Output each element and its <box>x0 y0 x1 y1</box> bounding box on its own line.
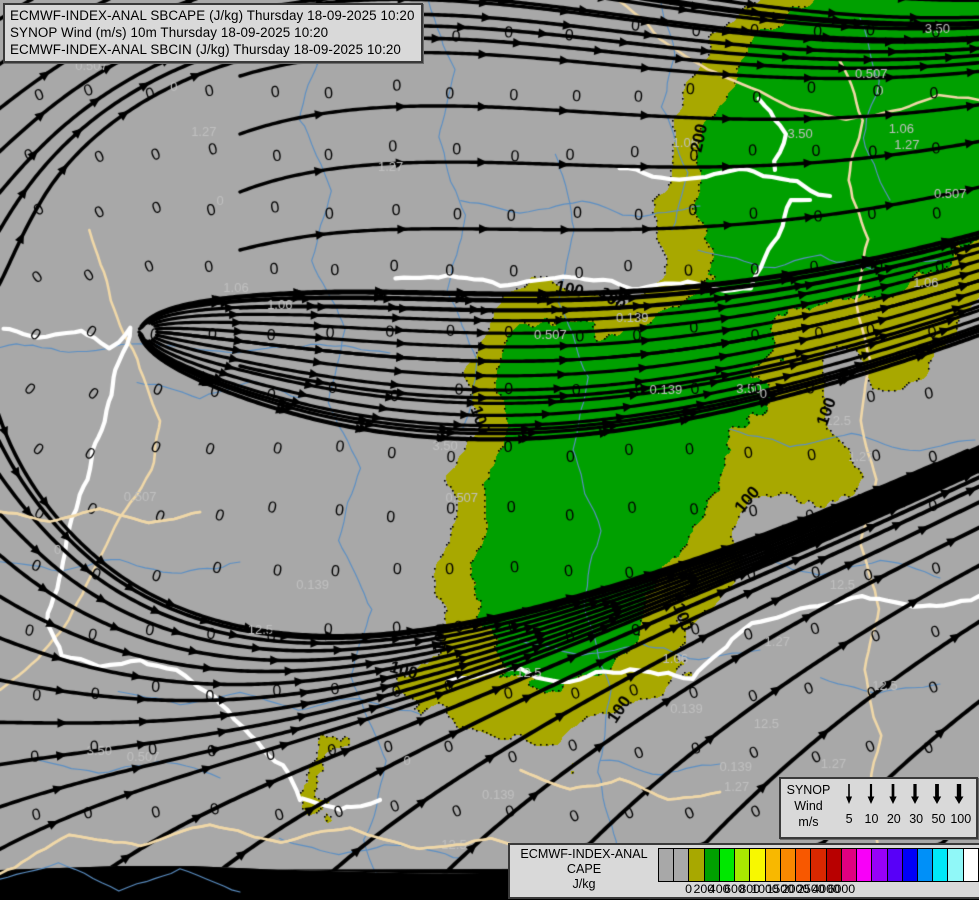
cape-colorbar-wrap: 0 200 400 600 800 1000 1500 2000 2500 4000 6000 <box>658 845 979 898</box>
cape-color-swatch <box>857 849 873 881</box>
cape-color-swatch <box>735 849 751 881</box>
cape-colorbar-ticks: 0 200 400 600 800 1000 1500 2000 2500 4000 6000 <box>658 882 979 898</box>
cape-color-swatch <box>796 849 812 881</box>
cape-legend-title: ECMWF-INDEX-ANAL CAPE J/kg <box>510 845 658 892</box>
product-line-synop-wind: SYNOP Wind (m/s) 10m Thursday 18-09-2025… <box>10 25 329 40</box>
cape-colorbar[interactable] <box>658 848 979 882</box>
wind-speed-label: 30 <box>909 812 924 826</box>
wind-speed-label: 5 <box>845 812 853 826</box>
cape-color-swatch <box>780 849 797 881</box>
cape-color-swatch <box>902 849 918 881</box>
cape-color-swatch <box>826 849 842 881</box>
synop-wind-legend: SYNOP Wind m/s 5 10 20 30 50 100 <box>779 777 978 839</box>
down-arrow-icon <box>838 783 860 810</box>
cape-tick-label: 200 <box>693 882 715 896</box>
cape-color-swatch <box>917 849 934 881</box>
down-arrow-icon <box>926 783 948 810</box>
cape-color-swatch <box>948 849 964 881</box>
wind-arrow-row <box>836 779 976 810</box>
cape-tick-label: 600 <box>724 882 745 896</box>
down-arrow-icon <box>860 783 882 810</box>
cape-tick-label: 800 <box>739 882 761 896</box>
cape-color-swatch <box>674 849 690 881</box>
down-arrow-icon <box>882 783 904 810</box>
wind-speed-row: 5 10 20 30 50 100 <box>836 810 976 826</box>
cape-tick-label: 1500 <box>766 882 795 896</box>
cape-tick-label: 0 <box>685 882 693 896</box>
cape-tick-label: 2500 <box>797 882 825 896</box>
cape-color-swatch <box>659 849 675 881</box>
product-line-sbcape: ECMWF-INDEX-ANAL SBCAPE (J/kg) Thursday … <box>10 8 415 23</box>
down-arrow-icon <box>904 783 926 810</box>
product-line-sbcin: ECMWF-INDEX-ANAL SBCIN (J/kg) Thursday 1… <box>10 42 401 57</box>
wind-legend-scale: 5 10 20 30 50 100 <box>836 779 976 826</box>
wind-legend-title-line1: SYNOP <box>786 783 831 797</box>
cape-legend-title-line1: ECMWF-INDEX-ANAL <box>520 847 648 861</box>
wind-speed-label: 100 <box>950 812 972 826</box>
down-arrow-icon <box>948 783 970 810</box>
product-info-box: ECMWF-INDEX-ANAL SBCAPE (J/kg) Thursday … <box>3 3 423 63</box>
cape-color-swatch <box>704 849 720 881</box>
cape-color-swatch <box>750 849 766 881</box>
cape-color-swatch <box>963 849 978 881</box>
cape-color-swatch <box>841 849 858 881</box>
cape-tick-label: 6000 <box>827 882 856 896</box>
cape-tick-label: 1000 <box>751 882 779 896</box>
wind-legend-title-line2: Wind <box>794 799 823 813</box>
wind-legend-title-line3: m/s <box>798 815 819 829</box>
cape-colorbar-legend: ECMWF-INDEX-ANAL CAPE J/kg 0 200 400 600 800… <box>508 843 979 899</box>
cape-color-swatch <box>872 849 888 881</box>
cape-legend-title-line2: CAPE <box>566 862 602 876</box>
cape-color-swatch <box>689 849 705 881</box>
wind-legend-title: SYNOP Wind m/s <box>781 779 836 830</box>
cape-color-swatch <box>811 849 827 881</box>
cape-color-swatch <box>765 849 781 881</box>
wind-speed-label: 20 <box>886 812 901 826</box>
cape-tick-label: 4000 <box>812 882 840 896</box>
cape-tick-label: 2000 <box>781 882 810 896</box>
cape-legend-units: J/kg <box>572 877 596 891</box>
cape-color-swatch <box>887 849 903 881</box>
cape-tick-label: 400 <box>708 882 730 896</box>
cape-color-swatch <box>933 849 949 881</box>
cape-color-swatch <box>719 849 736 881</box>
wind-speed-label: 50 <box>931 812 946 826</box>
wind-speed-label: 10 <box>864 812 879 826</box>
